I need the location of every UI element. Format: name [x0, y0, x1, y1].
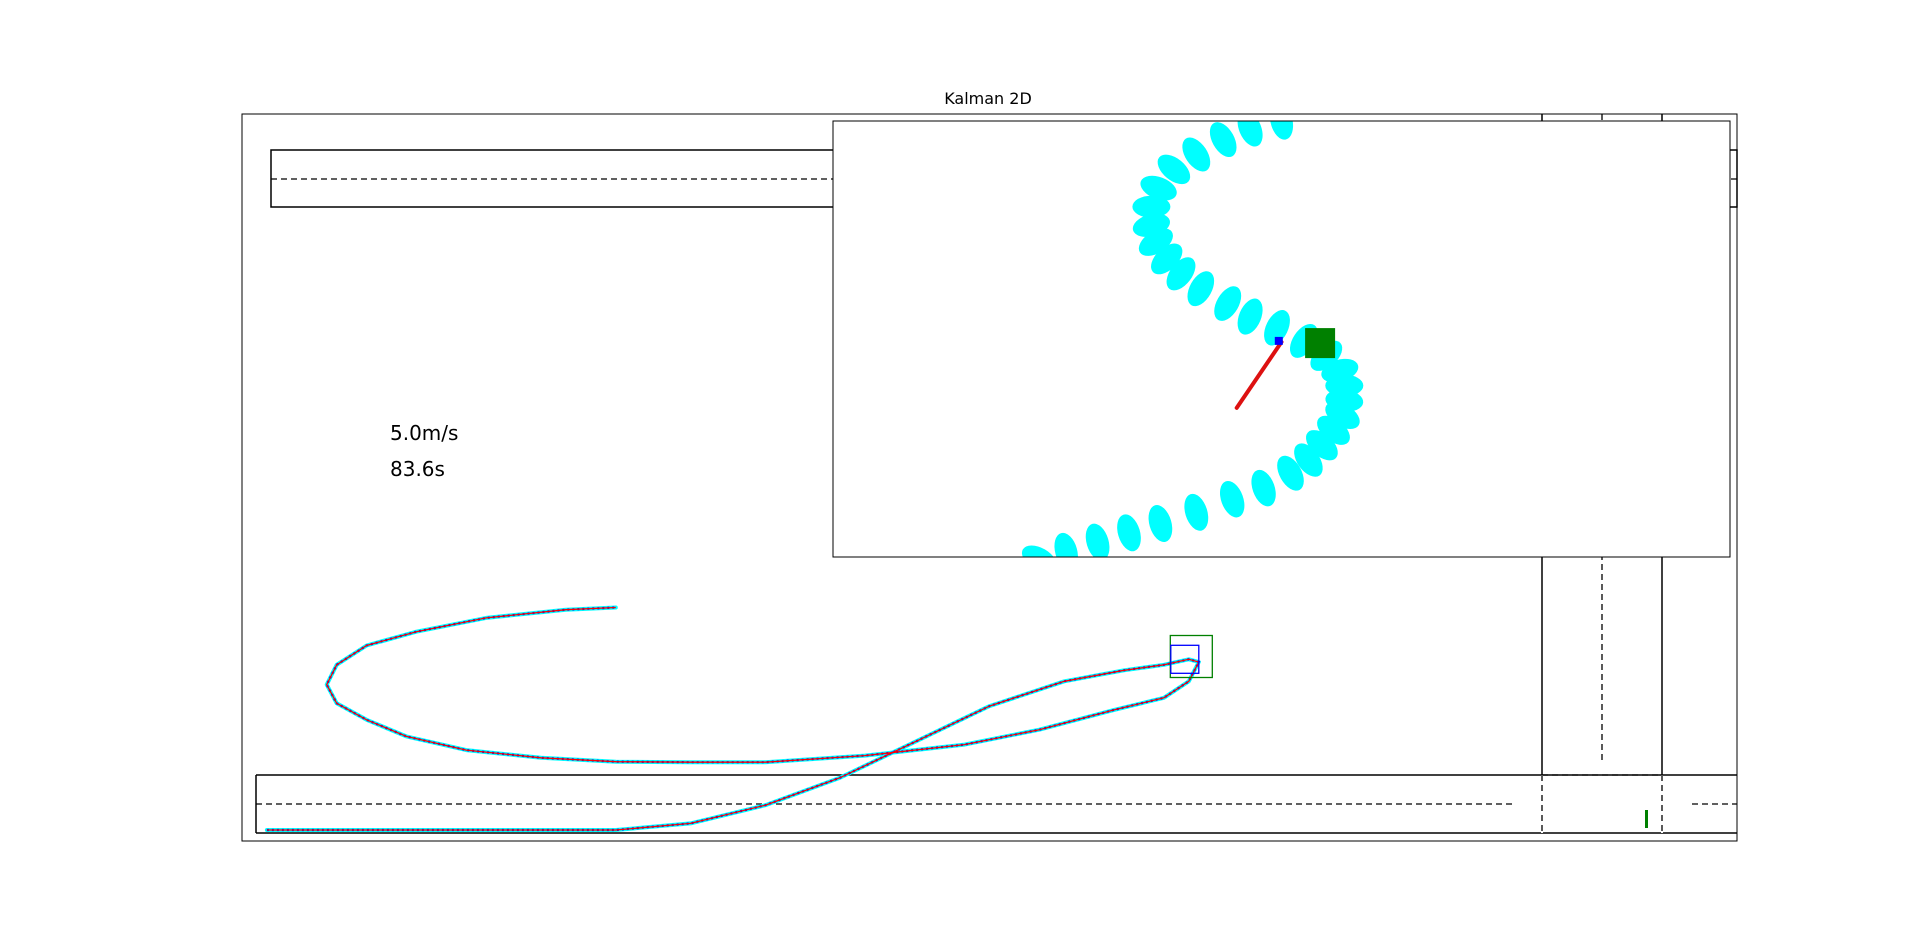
measurement-ellipse	[1054, 532, 1078, 557]
measurement-ellipse	[1140, 175, 1177, 201]
measurement-ellipse	[1085, 523, 1110, 557]
measurement-ellipse	[1182, 137, 1211, 172]
main-plot-layer	[264, 605, 1213, 832]
measurement-ellipse	[1251, 469, 1276, 507]
measurement-ellipse	[1184, 493, 1209, 531]
vehicle-marker	[1305, 328, 1336, 359]
measurement-ellipse	[1219, 480, 1245, 518]
measurement-ellipse	[1117, 514, 1141, 552]
measurement-ellipse	[1214, 286, 1242, 321]
measurement-ellipse	[1209, 122, 1237, 158]
measurement-ellipse	[1148, 505, 1173, 542]
figure-title: Kalman 2D	[944, 89, 1032, 108]
zoom-plot-layer	[1021, 121, 1364, 557]
heading-line	[1234, 340, 1284, 410]
measurement-ellipse	[1277, 455, 1304, 491]
zoom-inset-frame	[832, 120, 1731, 558]
time-readout: 83.6s	[390, 457, 445, 481]
measurement-ellipse	[1166, 257, 1196, 291]
measurement-ellipse	[1157, 154, 1191, 185]
measurement-ellipse	[1132, 195, 1171, 218]
measurement-ellipse	[1187, 271, 1215, 307]
measurement-ellipse	[1021, 545, 1057, 557]
speed-readout: 5.0m/s	[390, 421, 458, 445]
other-vehicle-marker	[1645, 810, 1648, 828]
measurement-ellipse	[1264, 310, 1290, 346]
measurement-ellipse	[1237, 121, 1263, 147]
measurement-ellipse	[1237, 298, 1263, 335]
zoom-inset-axes	[832, 120, 1731, 558]
measurement-ellipse	[1294, 443, 1323, 477]
estimate-box-main	[1170, 644, 1200, 674]
estimate-marker	[1274, 336, 1283, 345]
measurement-ellipse	[1269, 121, 1294, 140]
true-path-main	[266, 606, 1200, 831]
